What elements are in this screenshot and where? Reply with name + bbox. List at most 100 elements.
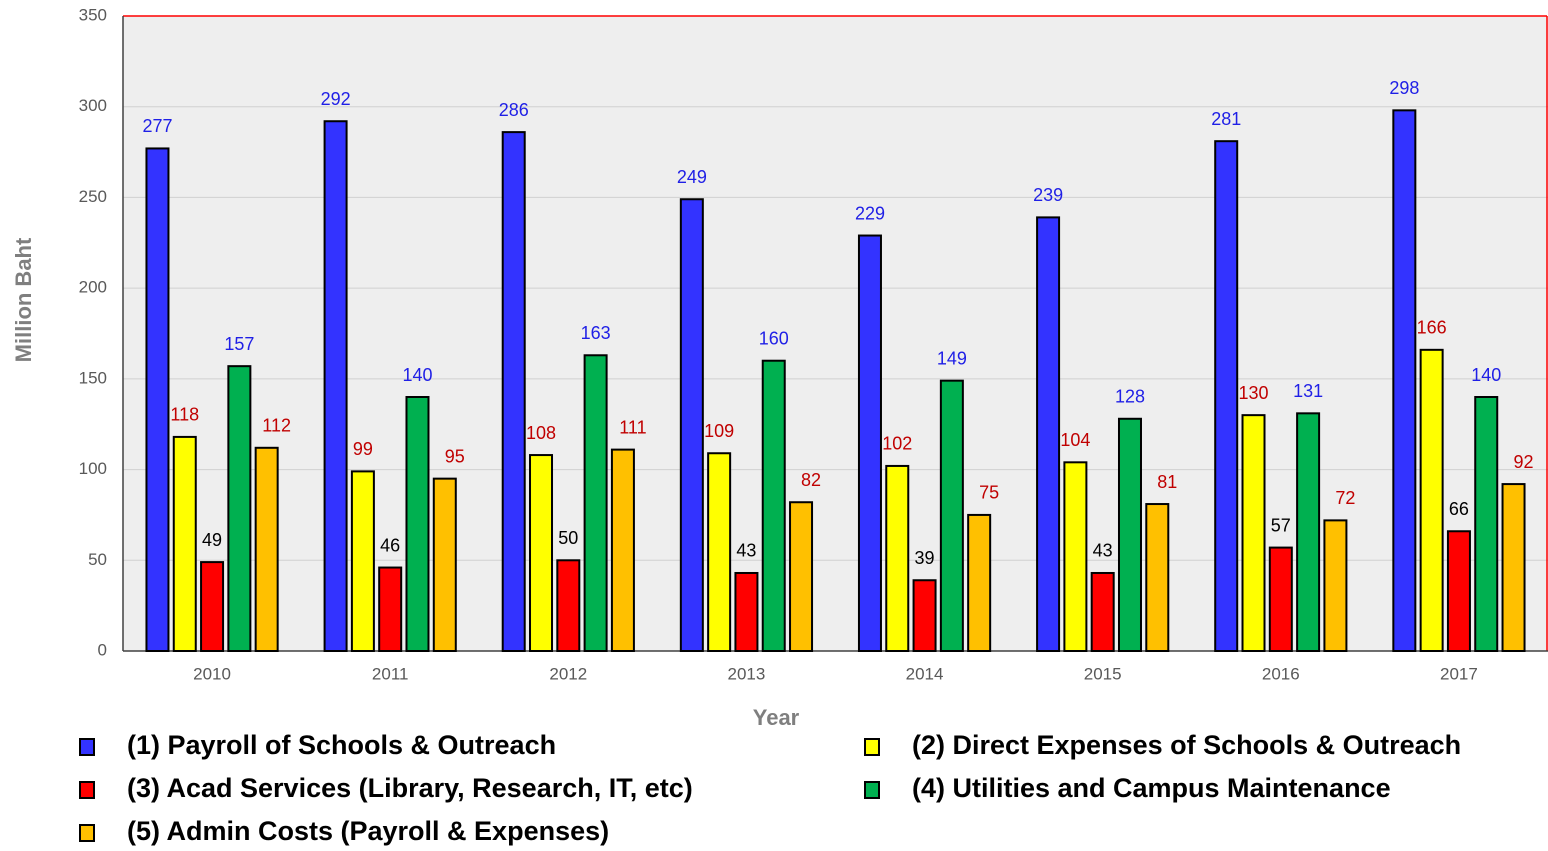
data-label: 92 [1514,452,1534,472]
data-label: 104 [1060,430,1090,450]
data-label: 277 [142,116,172,136]
data-label: 43 [736,541,756,561]
data-label: 111 [619,417,646,437]
bar [1145,503,1170,652]
data-label: 57 [1271,515,1291,535]
bar [789,501,814,652]
bar [1090,571,1115,652]
data-label: 46 [380,535,400,555]
bar [254,446,279,652]
data-label: 149 [937,348,967,368]
data-label: 163 [581,323,611,343]
bar [1419,348,1444,652]
bar [200,561,225,652]
bar [378,566,403,652]
data-label: 131 [1293,381,1323,401]
data-label: 82 [801,470,821,490]
data-label: 140 [1471,365,1501,385]
legend-marker [79,738,95,756]
data-label: 50 [558,528,578,548]
data-label: 43 [1093,541,1113,561]
bar [1501,483,1526,653]
bar [1296,412,1321,653]
bar [1214,140,1239,653]
bar [1446,530,1471,652]
data-label: 157 [224,334,254,354]
x-tick-label: 2010 [193,664,231,683]
x-axis-label: Year [753,705,800,730]
data-label: 102 [882,434,912,454]
x-tick-label: 2013 [728,664,766,683]
bar [967,513,992,653]
x-tick-label: 2016 [1262,664,1300,683]
x-tick-label: 2014 [906,664,944,683]
data-label: 249 [677,167,707,187]
legend-label: (5) Admin Costs (Payroll & Expenses) [127,816,609,846]
data-label: 160 [759,328,789,348]
bar [707,452,732,652]
bar [761,359,786,652]
data-label: 128 [1115,387,1145,407]
bar [556,559,581,652]
y-tick-label: 0 [98,640,107,659]
legend-label: (2) Direct Expenses of Schools & Outreac… [912,730,1461,760]
data-label: 112 [262,416,291,436]
data-label: 239 [1033,185,1063,205]
x-tick-label: 2011 [372,664,409,683]
x-tick-label: 2012 [549,664,587,683]
data-label: 298 [1389,78,1419,98]
data-label: 66 [1449,499,1469,519]
legend-marker [864,738,880,756]
bar [405,396,430,652]
bar [610,448,635,652]
data-label: 286 [499,100,529,120]
data-label: 99 [353,439,373,459]
bar [145,147,170,652]
bar [1117,417,1142,652]
legend-label: (4) Utilities and Campus Maintenance [912,773,1391,803]
bar [734,571,759,652]
bar [529,454,554,652]
bar [1474,396,1499,652]
data-label: 118 [170,405,199,425]
data-label: 292 [321,89,351,109]
bar [432,477,457,652]
bar [679,198,704,652]
data-label: 81 [1157,472,1177,492]
bar [323,120,348,652]
legend-marker [864,781,880,799]
legend-marker [79,781,95,799]
y-tick-label: 150 [79,368,107,387]
bar [172,435,197,652]
bar [501,131,526,653]
y-tick-label: 250 [79,187,107,206]
y-tick-label: 300 [79,96,107,115]
data-label: 130 [1238,383,1268,403]
y-tick-label: 100 [79,459,107,478]
data-label: 140 [402,365,432,385]
data-label: 49 [202,530,222,550]
data-label: 166 [1417,318,1447,338]
bar [1268,546,1293,652]
y-tick-label: 350 [79,5,107,24]
legend-label: (1) Payroll of Schools & Outreach [127,730,556,760]
y-tick-label: 200 [79,278,107,297]
y-tick-label: 50 [88,550,107,569]
data-label: 281 [1211,109,1241,129]
bar [1063,461,1088,653]
bar [1392,109,1417,653]
bar [583,354,608,652]
data-label: 229 [855,203,885,223]
bar [1036,216,1061,652]
bar [1323,519,1348,652]
data-label: 72 [1335,488,1355,508]
bar [857,234,882,652]
data-label: 109 [704,421,734,441]
bar [885,464,910,653]
data-label: 95 [445,446,465,466]
bar [912,579,937,652]
bar [350,470,375,652]
legend-label: (3) Acad Services (Library, Research, IT… [127,773,693,803]
legend-marker [79,824,95,842]
